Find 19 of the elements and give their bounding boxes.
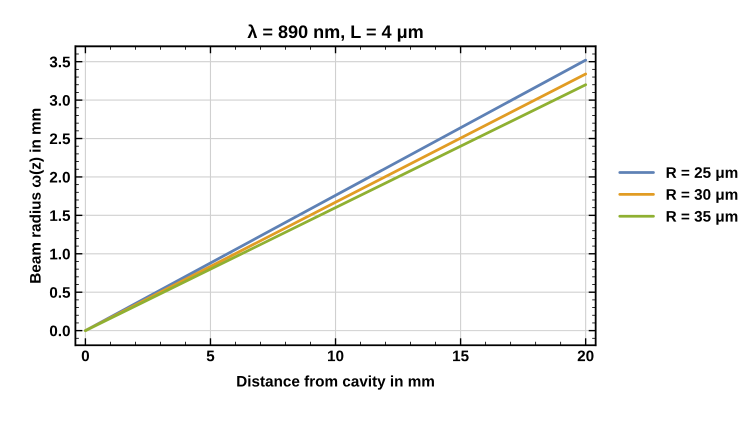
- y-tick-label: 3.0: [50, 94, 70, 106]
- y-tick-label: 1.0: [50, 248, 70, 260]
- legend-label: R = 25 μm: [666, 167, 738, 181]
- legend-label: R = 30 μm: [666, 189, 738, 203]
- chart-title: λ = 890 nm, L = 4 μm: [247, 24, 423, 42]
- x-tick-label: 5: [206, 350, 214, 362]
- y-axis-title: Beam radius ω(z) in mm: [30, 108, 44, 283]
- y-tick-label: 2.5: [50, 133, 70, 144]
- x-tick-label: 0: [82, 350, 90, 362]
- x-axis-title: Distance from cavity in mm: [237, 375, 434, 390]
- y-tick-label: 0.0: [50, 325, 70, 336]
- legend-label: R = 35 μm: [666, 210, 738, 225]
- x-tick-label: 15: [453, 350, 469, 362]
- y-tick-label: 0.5: [50, 287, 70, 298]
- y-tick-label: 3.5: [50, 56, 70, 68]
- y-tick-label: 2.0: [50, 172, 70, 183]
- y-tick-label: 1.5: [50, 210, 70, 222]
- x-tick-label: 20: [578, 350, 594, 362]
- x-tick-label: 10: [328, 350, 344, 362]
